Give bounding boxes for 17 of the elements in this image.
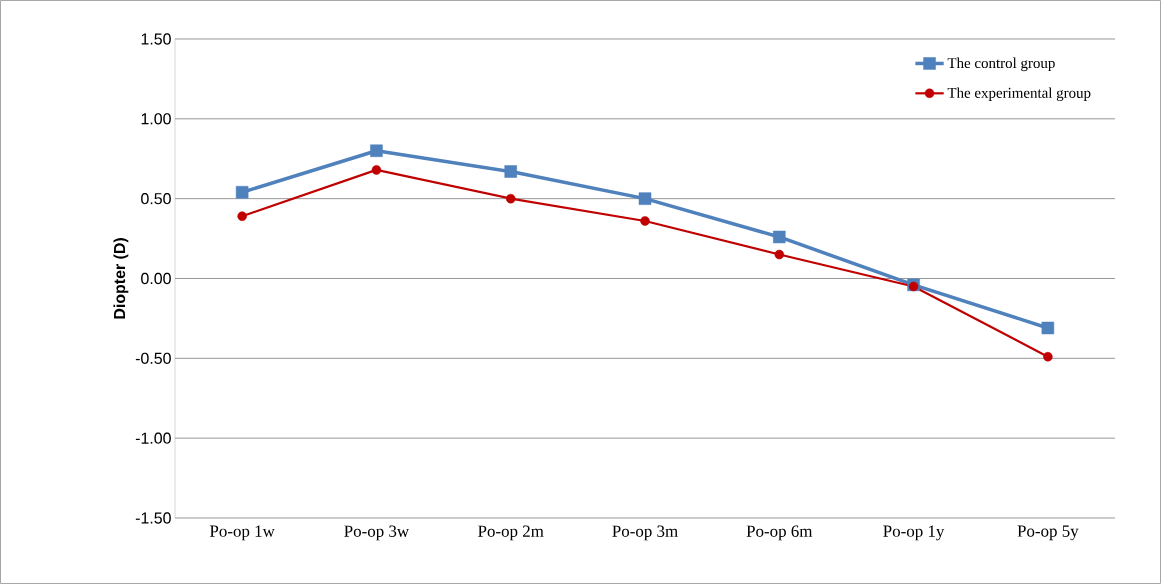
y-tick-label: 0.00 (141, 272, 171, 285)
y-tick-label: -0.50 (135, 352, 171, 364)
x-tick-label: Po-op 1y (883, 525, 945, 541)
y-tick-label: 1.50 (141, 33, 171, 45)
legend-label: The control group (947, 57, 1055, 72)
y-tick-label: -1.00 (135, 432, 171, 444)
y-axis-title: Diopter (D) (113, 238, 129, 319)
x-tick-label: Po-op 3w (344, 525, 410, 541)
x-tick-label: Po-op 3m (612, 525, 678, 541)
x-tick-label: Po-op 5y (1017, 525, 1079, 541)
legend-label: The experimental group (947, 87, 1091, 101)
y-tick-label: 1.00 (141, 113, 171, 125)
x-tick-label: Po-op 1w (209, 525, 275, 541)
y-tick-label: 0.50 (141, 193, 171, 205)
x-tick-label: Po-op 6m (746, 525, 813, 541)
x-tick-label: Po-op 2m (478, 525, 544, 541)
y-tick-label: -1.50 (135, 512, 171, 524)
